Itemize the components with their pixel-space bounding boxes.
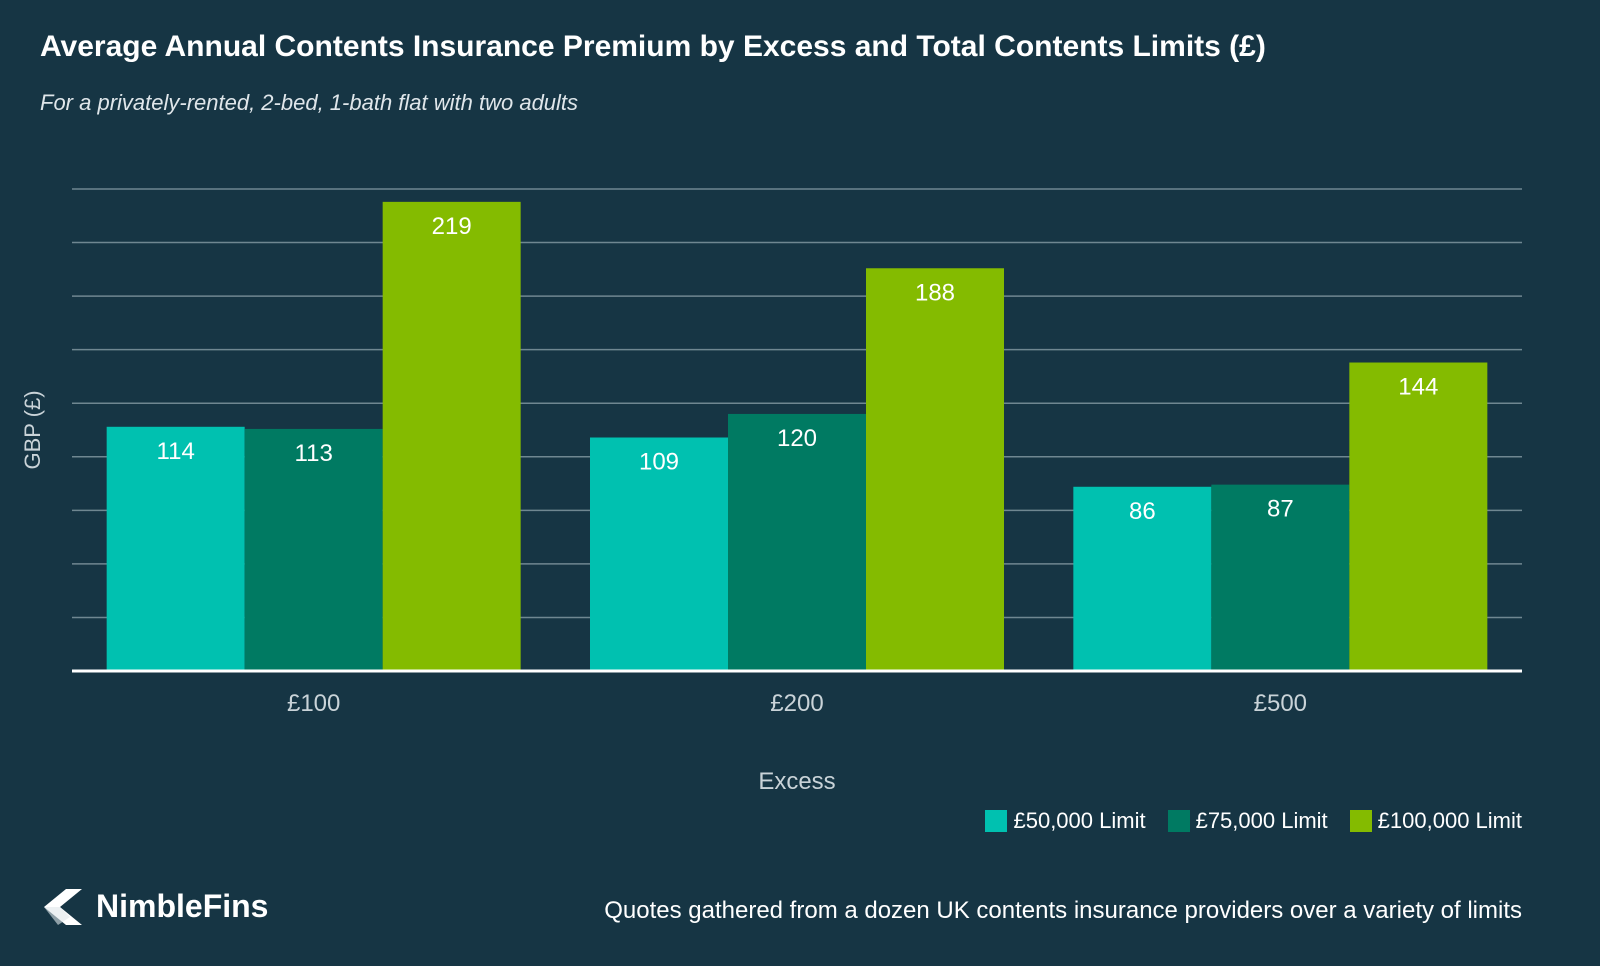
legend-item-50000: £50,000 Limit: [985, 808, 1146, 834]
legend-swatch-75000: [1167, 810, 1190, 832]
data-label: 120: [777, 425, 817, 452]
x-tick-label: £500: [1254, 690, 1307, 717]
legend-swatch-50000: [985, 810, 1008, 832]
x-tick-label: £100: [287, 690, 340, 717]
legend-swatch-100000: [1349, 810, 1372, 832]
legend-label-50000: £50,000 Limit: [1013, 808, 1146, 833]
legend-item-75000: £75,000 Limit: [1167, 808, 1328, 834]
bar: [106, 426, 245, 671]
brand-name: NimbleFins: [96, 888, 269, 924]
bar: [1073, 486, 1212, 671]
bar: [866, 268, 1004, 671]
data-label: 113: [295, 440, 333, 467]
legend: £50,000 Limit £75,000 Limit £100,000 Lim…: [985, 808, 1522, 834]
data-label: 219: [432, 213, 472, 240]
data-label: 109: [639, 448, 679, 475]
data-label: 144: [1398, 374, 1438, 401]
source-footnote: Quotes gathered from a dozen UK contents…: [604, 897, 1522, 924]
nimblefins-chevron-icon: [44, 888, 82, 925]
brand-logo: NimbleFins: [40, 888, 268, 925]
data-label: 188: [915, 279, 955, 306]
bar: [1211, 484, 1350, 671]
x-tick-label: £200: [770, 690, 823, 717]
chart-title: Average Annual Contents Insurance Premiu…: [40, 30, 1266, 63]
bar: [1349, 362, 1488, 671]
legend-label-75000: £75,000 Limit: [1195, 808, 1328, 833]
bar: [244, 428, 383, 671]
x-axis-label: Excess: [758, 768, 835, 795]
chart-subtitle: For a privately-rented, 2-bed, 1-bath fl…: [40, 90, 579, 115]
bar: [590, 437, 728, 671]
data-label: 114: [157, 438, 195, 465]
legend-item-100000: £100,000 Limit: [1349, 808, 1522, 834]
y-axis-label: GBP (£): [20, 390, 45, 469]
data-label: 86: [1129, 498, 1156, 525]
legend-label-100000: £100,000 Limit: [1377, 808, 1522, 833]
bar: [382, 201, 521, 671]
data-label: 87: [1267, 496, 1294, 523]
bar: [728, 413, 866, 671]
